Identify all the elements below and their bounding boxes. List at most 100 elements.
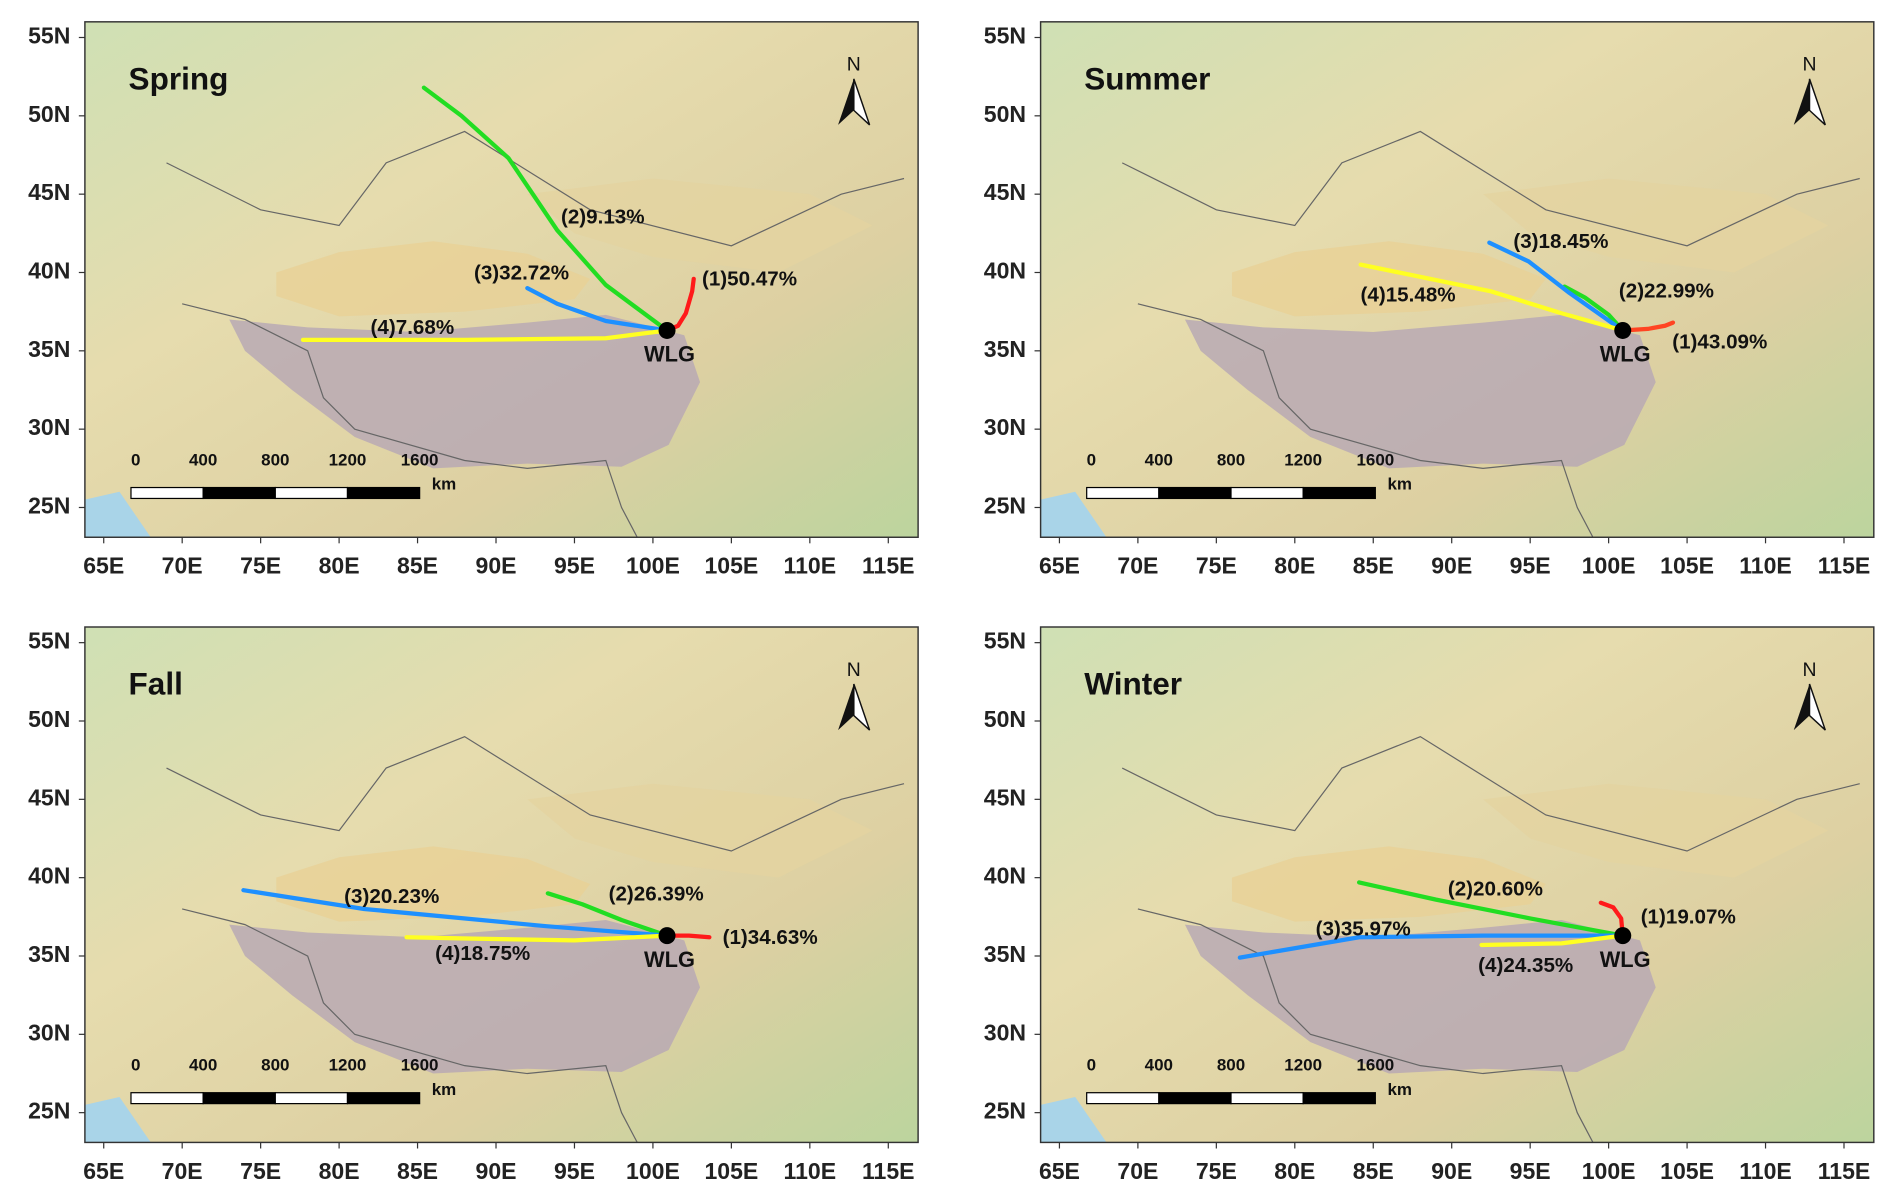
- station: [658, 321, 676, 339]
- scale-label: 0: [1087, 450, 1096, 469]
- trajectory: [1487, 240, 1625, 333]
- basemap-plateau: [229, 920, 701, 1074]
- trajectory: [545, 891, 670, 938]
- north-label: N: [847, 54, 861, 76]
- border-line: [166, 735, 905, 852]
- x-tick-label: 90E: [1431, 553, 1472, 579]
- x-tick-label: 75E: [240, 553, 281, 579]
- x-tick-label: 100E: [626, 553, 680, 579]
- station: [1614, 927, 1632, 945]
- x-tick-label: 95E: [1510, 1158, 1551, 1184]
- border-line: [1121, 130, 1860, 247]
- north-label: N: [847, 659, 861, 681]
- y-tick-label: 45N: [984, 784, 1026, 810]
- map-panel: 65E 70E 75E 80E 85E 90E 95E 100E 105E 110E 115E 25N…: [984, 21, 1875, 579]
- scale-label: 800: [1217, 450, 1245, 469]
- scale-label: 1600: [401, 450, 439, 469]
- x-tick-label: 110E: [1739, 1158, 1792, 1184]
- trajectory-label: (4)18.75%: [435, 942, 530, 965]
- x-tick-label: 100E: [1582, 553, 1636, 579]
- trajectory-label: (2)22.99%: [1619, 280, 1714, 303]
- basemap: [84, 21, 919, 538]
- trajectory: [1237, 933, 1625, 960]
- y-tick-label: 40N: [28, 258, 70, 284]
- x-tick-label: 115E: [862, 1158, 915, 1184]
- y-tick-label: 25N: [28, 493, 70, 519]
- scale-label: 1600: [1356, 1056, 1394, 1075]
- scale-segment: [1086, 486, 1160, 500]
- scale-segment: [1302, 486, 1376, 500]
- y-tick-label: 55N: [984, 628, 1026, 654]
- x-tick-label: 95E: [554, 1158, 595, 1184]
- trajectory-label: (4)15.48%: [1361, 283, 1456, 306]
- panel-title: Fall: [129, 666, 183, 702]
- basemap-gobi: [1483, 783, 1829, 878]
- scale-segment: [1230, 486, 1304, 500]
- map-frame: [84, 626, 919, 1144]
- scale-label: 1200: [1284, 1056, 1322, 1075]
- panel-title: Spring: [129, 61, 229, 97]
- x-tick-label: 85E: [397, 553, 438, 579]
- y-tick-label: 30N: [28, 1019, 70, 1045]
- y-tick-label: 50N: [28, 101, 70, 127]
- x-tick-label: 80E: [319, 553, 360, 579]
- scale-segment: [130, 1092, 204, 1105]
- y-tick-label: 25N: [28, 1098, 70, 1124]
- scale-label: 400: [189, 450, 217, 469]
- x-tick-label: 115E: [1818, 1158, 1871, 1184]
- panel-title: Winter: [1084, 666, 1182, 702]
- x-tick-label: 110E: [1739, 553, 1792, 579]
- north-arrow: [853, 78, 871, 126]
- scale-label: 1200: [329, 450, 367, 469]
- x-tick-label: 90E: [476, 553, 517, 579]
- trajectory: [1356, 880, 1625, 938]
- y-tick-label: 45N: [984, 179, 1026, 205]
- x-tick-label: 90E: [476, 1158, 517, 1184]
- station-label: WLG: [644, 947, 695, 972]
- scale-label: 400: [189, 1056, 217, 1075]
- basemap-gobi: [1483, 178, 1829, 273]
- basemap-plateau: [1184, 920, 1656, 1074]
- x-tick-label: 100E: [626, 1158, 680, 1184]
- scale-label: 800: [261, 1056, 289, 1075]
- basemap-sea: [84, 491, 151, 538]
- north-label: N: [1803, 54, 1817, 76]
- basemap-desert: [276, 846, 591, 922]
- scale-segment: [202, 1092, 276, 1105]
- north-label: N: [1803, 659, 1817, 681]
- y-tick-label: 45N: [28, 179, 70, 205]
- basemap-desert: [276, 241, 591, 317]
- x-tick-label: 75E: [240, 1158, 281, 1184]
- trajectory-label: (1)50.47%: [702, 268, 797, 291]
- x-tick-label: 65E: [1039, 553, 1080, 579]
- scale-segment: [274, 486, 349, 500]
- x-tick-label: 80E: [319, 1158, 360, 1184]
- x-tick-label: 70E: [162, 1158, 203, 1184]
- x-tick-label: 75E: [1196, 1158, 1237, 1184]
- scale-segment: [274, 1092, 349, 1105]
- y-tick-label: 50N: [984, 706, 1026, 732]
- trajectory-label: (3)18.45%: [1513, 230, 1608, 253]
- x-tick-label: 65E: [83, 1158, 124, 1184]
- north-arrow: [1793, 684, 1810, 731]
- scale-segment: [130, 486, 204, 500]
- y-tick-label: 40N: [984, 258, 1026, 284]
- border-line: [1137, 303, 1594, 538]
- y-tick-label: 30N: [984, 1019, 1026, 1045]
- scale-segment: [1158, 486, 1232, 500]
- station-label: WLG: [1600, 947, 1651, 972]
- trajectory-label: (4)7.68%: [371, 316, 455, 339]
- border-line: [182, 908, 638, 1143]
- basemap: [1040, 21, 1874, 538]
- y-tick-label: 30N: [984, 414, 1026, 440]
- y-tick-label: 40N: [28, 863, 70, 889]
- north-arrow: [1793, 78, 1810, 125]
- north-arrow: [1808, 683, 1826, 731]
- y-tick-label: 55N: [984, 23, 1026, 49]
- x-tick-label: 65E: [1039, 1158, 1080, 1184]
- y-tick-label: 35N: [28, 336, 70, 362]
- trajectory: [525, 286, 670, 333]
- y-tick-label: 35N: [28, 941, 70, 967]
- x-tick-label: 100E: [1582, 1158, 1636, 1184]
- x-tick-label: 95E: [1510, 553, 1551, 579]
